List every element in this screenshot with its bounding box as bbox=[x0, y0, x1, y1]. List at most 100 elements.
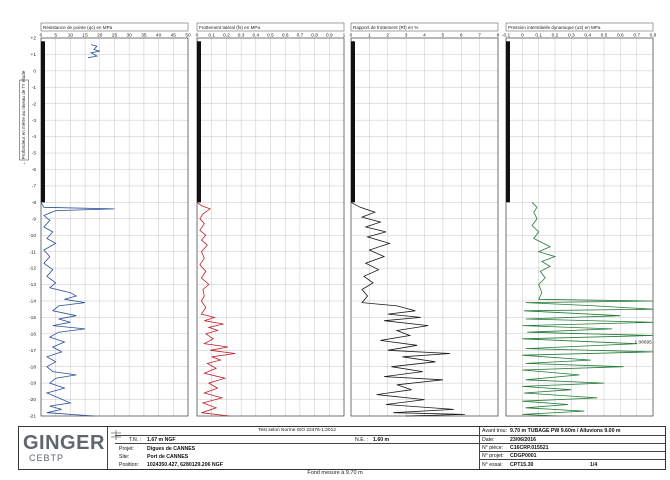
x-tick-label: 0.6 bbox=[282, 33, 289, 39]
depth-tick-label: -8 bbox=[32, 200, 37, 206]
x-tick-label: 0.1 bbox=[208, 33, 215, 39]
depth-tick-label: -2 bbox=[32, 101, 37, 107]
title-block: GINGER CEBTP Test selon Norme ISO 22476-… bbox=[18, 426, 666, 470]
x-tick-label: 0.4 bbox=[252, 33, 259, 39]
x-tick-label: 10 bbox=[68, 33, 74, 39]
position-label: Position: bbox=[119, 462, 139, 468]
depth-tick-label: -11 bbox=[29, 249, 36, 255]
depth-tick-label: -15 bbox=[29, 315, 36, 321]
x-tick-label: 15 bbox=[82, 33, 88, 39]
site-label: Site: bbox=[119, 454, 130, 460]
x-tick-label: 0 bbox=[521, 33, 524, 39]
panel-frame bbox=[350, 37, 499, 417]
panel-title-box bbox=[350, 22, 499, 32]
panel-title: Pression interstitielle dynamique (u2) e… bbox=[508, 25, 601, 30]
x-tick-label: 0.6 bbox=[617, 33, 624, 39]
project-info: Projet: Digues de CANNES Site: Port de C… bbox=[115, 443, 479, 469]
prebore-bar bbox=[506, 41, 510, 203]
site-value: Port de CANNES bbox=[147, 454, 189, 460]
x-tick-label: -0.1 bbox=[502, 33, 511, 39]
avant-trou-value: 9.70 m TUBAGE PW 9.60m / Alluvions 9.00 … bbox=[510, 428, 621, 434]
x-tick-label: 40 bbox=[156, 33, 162, 39]
x-tick-label: 1 bbox=[368, 33, 371, 39]
norm-text: Test selon Norme ISO 22476-1:2012 bbox=[258, 428, 336, 433]
depth-tick-label: -4 bbox=[32, 134, 37, 140]
x-tick-label: 8 bbox=[497, 33, 500, 39]
x-tick-label: 1 bbox=[343, 33, 346, 39]
right-info: Avant trou: 9.70 m TUBAGE PW 9.60m / All… bbox=[479, 427, 666, 469]
depth-tick-label: -10 bbox=[29, 233, 36, 239]
depth-tick-label: -21 bbox=[29, 414, 36, 420]
x-tick-label: 7 bbox=[478, 33, 481, 39]
piece-label: N° pièce: bbox=[482, 445, 504, 451]
annotation-label: 1.08695 bbox=[635, 340, 653, 346]
x-tick-label: 3 bbox=[405, 33, 408, 39]
depth-tick-label: -13 bbox=[29, 282, 36, 288]
panel-frame bbox=[40, 37, 189, 417]
depth-tick-label: +1 bbox=[31, 52, 37, 58]
depth-tick-label: -20 bbox=[29, 397, 36, 403]
panel-4: Pression interstitielle dynamique (u2) e… bbox=[502, 22, 657, 417]
depth-tick-label: -5 bbox=[32, 151, 37, 157]
page-number: 1/4 bbox=[590, 462, 598, 468]
depth-tick-label: -16 bbox=[29, 331, 36, 337]
panel-title: Frottement latéral (fs) en MPa bbox=[199, 25, 260, 30]
x-tick-label: 5 bbox=[54, 33, 57, 39]
x-tick-label: 2 bbox=[386, 33, 389, 39]
x-tick-label: 35 bbox=[141, 33, 147, 39]
x-tick-label: 0 bbox=[350, 33, 353, 39]
x-tick-label: 6 bbox=[460, 33, 463, 39]
x-tick-label: 0.2 bbox=[552, 33, 559, 39]
x-tick-label: 5 bbox=[442, 33, 445, 39]
depth-tick-label: -1 bbox=[32, 85, 37, 91]
x-tick-label: 4 bbox=[423, 33, 426, 39]
depth-tick-label: +2 bbox=[31, 36, 37, 42]
depth-axis-label-box bbox=[19, 79, 29, 161]
x-tick-label: 0.2 bbox=[223, 33, 230, 39]
essai-value: CPT15.30 bbox=[510, 462, 534, 468]
panel-title: Résistance de pointe (qc) en MPa bbox=[43, 25, 113, 30]
series-line bbox=[522, 202, 654, 417]
x-tick-label: 0.3 bbox=[238, 33, 245, 39]
logo-text: GINGER bbox=[23, 432, 105, 454]
panel-title-box bbox=[196, 22, 345, 32]
panel-frame bbox=[505, 37, 654, 417]
x-tick-label: 45 bbox=[171, 33, 177, 39]
depth-tick-label: -14 bbox=[29, 299, 36, 305]
date-value: 23/06/2016 bbox=[510, 437, 536, 443]
x-tick-label: 0 bbox=[40, 33, 43, 39]
depth-tick-label: 0 bbox=[33, 68, 36, 74]
x-tick-label: 30 bbox=[127, 33, 133, 39]
piece-value: C16CRP.015521 bbox=[510, 445, 549, 451]
depth-tick-label: -9 bbox=[32, 216, 37, 222]
x-tick-label: 20 bbox=[97, 33, 103, 39]
date-label: Date: bbox=[482, 437, 495, 443]
x-tick-label: 0.9 bbox=[326, 33, 333, 39]
company-logo: GINGER CEBTP bbox=[23, 429, 109, 467]
tn-value: 1.67 m NGF bbox=[147, 437, 176, 443]
x-tick-label: 25 bbox=[112, 33, 118, 39]
prebore-bar bbox=[351, 41, 355, 203]
depth-tick-label: -6 bbox=[32, 167, 37, 173]
panel-frame bbox=[196, 37, 345, 417]
x-tick-label: 0 bbox=[196, 33, 199, 39]
depth-tick-label: -12 bbox=[29, 266, 36, 272]
x-tick-label: 50 bbox=[185, 33, 191, 39]
prebore-bar bbox=[197, 41, 201, 203]
x-tick-label: 0.8 bbox=[650, 33, 657, 39]
position-value: 1024350.427, 6280129.206 NGF bbox=[147, 462, 223, 468]
x-tick-label: 0.4 bbox=[584, 33, 591, 39]
depth-tick-label: -18 bbox=[29, 364, 36, 370]
projet-value: Digues de CANNES bbox=[147, 446, 196, 452]
projet-no-value: CDGP0001 bbox=[510, 453, 537, 459]
prebore-bar bbox=[41, 41, 45, 203]
panel-title-box bbox=[505, 22, 654, 32]
x-tick-label: 0.8 bbox=[311, 33, 318, 39]
series-line bbox=[350, 201, 465, 417]
ne-value: 1.60 m bbox=[373, 437, 390, 443]
x-tick-label: 0.7 bbox=[633, 33, 640, 39]
tn-ne-row: T.N. : 1.67 m NGF N.E. : 1.60 m bbox=[115, 435, 479, 443]
legend-symbol-cell bbox=[107, 427, 121, 469]
